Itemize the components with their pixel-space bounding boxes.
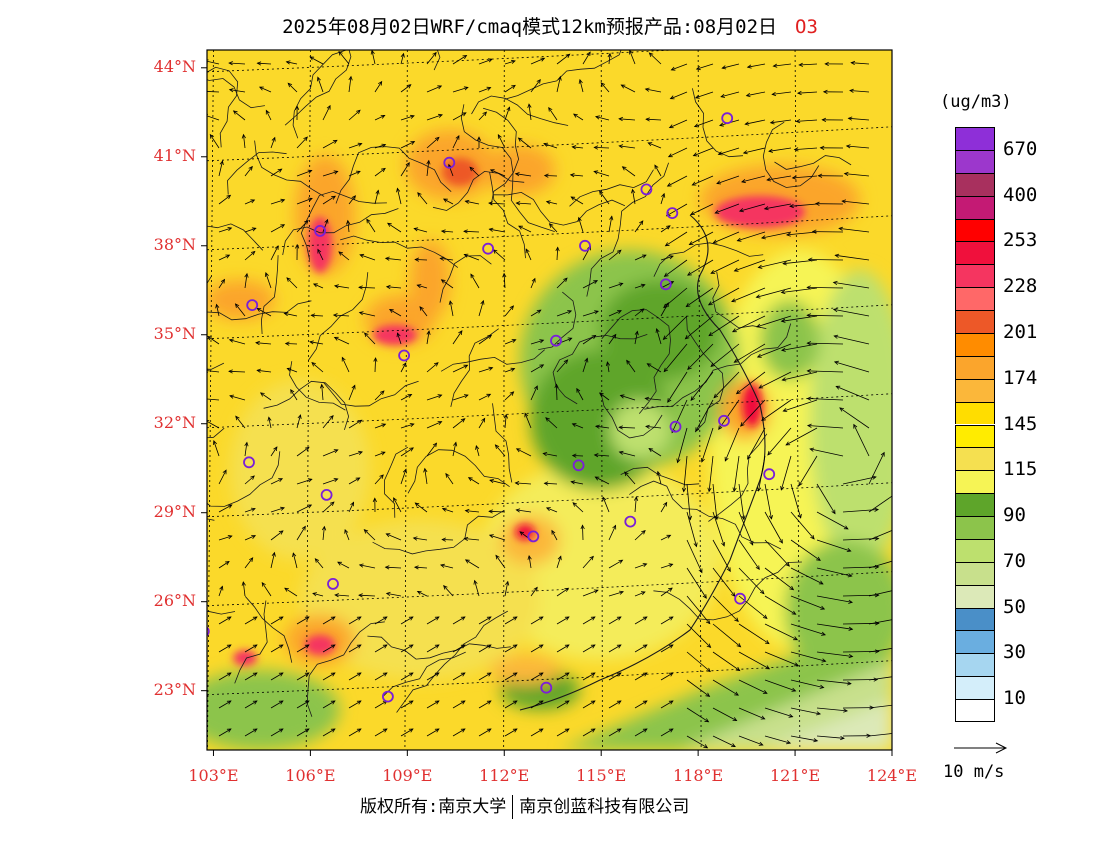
lat-label: 26°N bbox=[153, 590, 196, 610]
colorbar-swatch bbox=[955, 195, 995, 219]
colorbar-swatch bbox=[955, 378, 995, 402]
colorbar-label: 50 bbox=[1003, 595, 1026, 618]
colorbar-swatch bbox=[955, 218, 995, 242]
lat-label: 23°N bbox=[153, 679, 196, 699]
colorbar-swatch bbox=[955, 447, 995, 471]
monitor-site-marker bbox=[572, 459, 585, 472]
colorbar-swatch bbox=[955, 149, 995, 173]
concentration-field bbox=[207, 50, 892, 750]
footer-separator bbox=[512, 795, 514, 819]
colorbar-swatch bbox=[955, 287, 995, 311]
colorbar-unit: (ug/m3) bbox=[940, 92, 1012, 112]
monitor-site-marker bbox=[246, 299, 259, 312]
lat-label: 38°N bbox=[153, 234, 196, 254]
lat-label: 41°N bbox=[153, 145, 196, 165]
monitor-site-marker bbox=[624, 515, 637, 528]
colorbar-label: 90 bbox=[1003, 504, 1026, 527]
colorbar-swatch bbox=[955, 401, 995, 425]
colorbar-swatch bbox=[955, 561, 995, 585]
colorbar-swatch bbox=[955, 172, 995, 196]
reference-wind-arrow bbox=[954, 742, 1008, 754]
chart-title: 2025年08月02日WRF/cmaq模式12km预报产品:08月02日 O3 bbox=[0, 12, 1100, 39]
monitor-site-marker bbox=[482, 242, 495, 255]
colorbar-label: 228 bbox=[1003, 275, 1038, 298]
monitor-site-marker bbox=[659, 278, 672, 291]
monitor-site-marker bbox=[763, 468, 776, 481]
lon-label: 109°E bbox=[382, 766, 433, 785]
colorbar-swatch bbox=[955, 470, 995, 494]
monitor-site-marker bbox=[320, 488, 333, 501]
axis-ticks bbox=[201, 67, 893, 756]
lon-label: 121°E bbox=[769, 766, 821, 785]
copyright-footer: 版权所有:南京大学 南京创蓝科技有限公司 bbox=[360, 792, 689, 819]
colorbar-label: 145 bbox=[1003, 412, 1038, 435]
monitor-site-marker bbox=[314, 224, 327, 237]
monitor-site-marker bbox=[381, 690, 394, 703]
monitor-site-marker bbox=[579, 239, 591, 252]
colorbar-swatch bbox=[955, 630, 995, 654]
lat-label: 35°N bbox=[153, 323, 196, 343]
lon-label: 124°E bbox=[866, 766, 918, 785]
colorbar-swatch bbox=[955, 424, 995, 448]
lon-label: 118°E bbox=[673, 766, 724, 785]
monitor-site-marker bbox=[398, 349, 411, 362]
monitor-site-marker bbox=[718, 414, 730, 427]
colorbar-swatch bbox=[955, 516, 995, 539]
colorbar-swatch bbox=[955, 310, 995, 333]
colorbar-swatch bbox=[955, 241, 995, 265]
monitor-site-marker bbox=[527, 530, 540, 543]
province-boundaries bbox=[207, 50, 852, 717]
lon-label: 112°E bbox=[479, 766, 530, 785]
monitor-site-marker bbox=[540, 681, 553, 694]
title-text: 2025年08月02日WRF/cmaq模式12km预报产品:08月02日 bbox=[282, 16, 778, 38]
colorbar-swatch bbox=[955, 332, 995, 356]
colorbar-swatch bbox=[955, 493, 995, 517]
colorbar-swatch bbox=[955, 607, 995, 631]
lon-label: 106°E bbox=[285, 766, 336, 785]
monitor-site-marker bbox=[721, 112, 734, 125]
colorbar-swatch bbox=[955, 653, 995, 677]
colorbar-swatch bbox=[955, 538, 995, 562]
colorbar-swatch bbox=[955, 355, 995, 379]
colorbar-label: 30 bbox=[1003, 641, 1026, 664]
colorbar-label: 670 bbox=[1003, 137, 1038, 160]
monitor-site-marker bbox=[443, 156, 456, 169]
monitor-site-marker bbox=[327, 578, 339, 590]
colorbar-swatch bbox=[955, 699, 995, 722]
colorbar-label: 253 bbox=[1003, 229, 1038, 252]
monitor-site-marker bbox=[666, 207, 679, 220]
colorbar-swatch bbox=[955, 264, 995, 288]
monitor-site-marker bbox=[550, 334, 562, 347]
colorbar-label: 174 bbox=[1003, 366, 1038, 389]
monitor-site-marker bbox=[207, 626, 210, 637]
colorbar-label: 10 bbox=[1003, 687, 1026, 710]
monitor-site-marker bbox=[243, 456, 255, 469]
colorbar-swatch bbox=[955, 676, 995, 700]
colorbar-swatch bbox=[955, 127, 995, 150]
monitor-site-marker bbox=[669, 420, 682, 433]
lat-label: 29°N bbox=[153, 501, 196, 521]
colorbar-label: 201 bbox=[1003, 320, 1038, 343]
monitor-sites bbox=[207, 112, 776, 703]
map-frame bbox=[206, 49, 893, 751]
colorbar-swatch bbox=[955, 584, 995, 608]
copyright-right: 南京创蓝科技有限公司 bbox=[519, 797, 690, 817]
lon-label: 115°E bbox=[576, 766, 627, 785]
species-label: O3 bbox=[795, 16, 818, 38]
monitor-site-marker bbox=[734, 592, 746, 605]
colorbar-label: 115 bbox=[1003, 458, 1038, 481]
lat-label: 44°N bbox=[153, 56, 196, 76]
colorbar-label: 70 bbox=[1003, 549, 1026, 572]
wind-vectors bbox=[207, 50, 892, 749]
lat-label: 32°N bbox=[153, 412, 196, 432]
reference-wind-label: 10 m/s bbox=[943, 762, 1005, 782]
copyright-left: 版权所有:南京大学 bbox=[360, 797, 507, 817]
monitor-site-marker bbox=[640, 183, 653, 196]
lon-label: 103°E bbox=[188, 766, 239, 785]
colorbar-label: 400 bbox=[1003, 183, 1038, 206]
